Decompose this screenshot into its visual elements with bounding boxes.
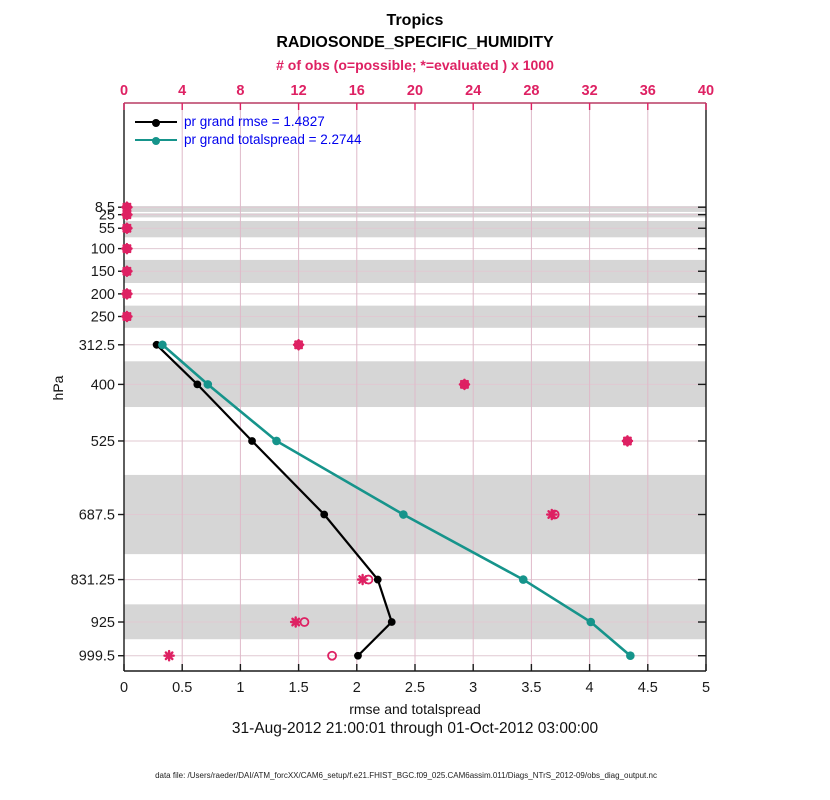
legend: pr grand rmse = 1.4827 pr grand totalspr… [135, 113, 362, 149]
svg-text:1: 1 [236, 680, 244, 696]
vertical-gridlines [181, 103, 649, 671]
svg-text:999.5: 999.5 [79, 649, 115, 665]
datafile-path: data file: /Users/raeder/DAI/ATM_forcXX/… [155, 771, 657, 780]
axis-tick-labels: 0 4 8 12 16 20 24 28 32 36 400 0.5 1 1.5 2 2.5 3 3.5 4 4.5 5… [71, 83, 714, 696]
top-axis-title: # of obs (o=possible; *=evaluated ) x 10… [276, 57, 554, 73]
legend-label-totalspread: pr grand totalspread = 2.2744 [184, 132, 362, 147]
svg-text:12: 12 [291, 83, 307, 99]
svg-text:687.5: 687.5 [79, 508, 115, 524]
svg-text:24: 24 [465, 83, 481, 99]
svg-text:2: 2 [353, 680, 361, 696]
svg-text:4.5: 4.5 [638, 680, 658, 696]
svg-text:0: 0 [120, 83, 128, 99]
x-axis-title: rmse and totalspread [349, 701, 481, 717]
svg-text:925: 925 [91, 615, 115, 631]
timespan-caption: 31-Aug-2012 21:00:01 through 01-Oct-2012… [231, 720, 599, 737]
svg-text:525: 525 [91, 434, 115, 450]
svg-text:20: 20 [407, 83, 423, 99]
svg-text:36: 36 [640, 83, 656, 99]
legend-item-rmse: pr grand rmse = 1.4827 [135, 113, 362, 131]
svg-text:831.25: 831.25 [71, 573, 115, 589]
svg-text:4: 4 [586, 680, 594, 696]
svg-text:3.5: 3.5 [521, 680, 541, 696]
svg-text:28: 28 [523, 83, 539, 99]
svg-text:16: 16 [349, 83, 365, 99]
legend-label-rmse: pr grand rmse = 1.4827 [184, 114, 325, 129]
svg-text:0: 0 [120, 680, 128, 696]
rmse-series [152, 340, 396, 660]
svg-text:40: 40 [698, 83, 714, 99]
svg-text:3: 3 [469, 680, 477, 696]
svg-text:55: 55 [99, 221, 115, 237]
chart-subtitle: RADIOSONDE_SPECIFIC_HUMIDITY [276, 34, 554, 51]
svg-text:2.5: 2.5 [405, 680, 425, 696]
chart-title: Tropics [386, 12, 444, 29]
svg-text:0.5: 0.5 [172, 680, 192, 696]
svg-text:200: 200 [91, 287, 115, 303]
svg-text:4: 4 [178, 83, 186, 99]
svg-text:8: 8 [236, 83, 244, 99]
svg-text:8.5: 8.5 [95, 200, 115, 216]
totalspread-series [158, 340, 635, 661]
y-axis-title: hPa [50, 375, 66, 401]
svg-text:150: 150 [91, 264, 115, 280]
svg-text:5: 5 [702, 680, 710, 696]
svg-text:32: 32 [582, 83, 598, 99]
totalspread-marker-icon [152, 137, 160, 145]
svg-text:100: 100 [91, 242, 115, 258]
totalspread-line-sample [135, 137, 177, 145]
svg-text:400: 400 [91, 377, 115, 393]
svg-text:1.5: 1.5 [289, 680, 309, 696]
rmse-marker-icon [152, 119, 160, 127]
rmse-line-sample [135, 119, 177, 127]
svg-text:250: 250 [91, 310, 115, 326]
svg-text:25: 25 [99, 208, 115, 224]
evaluated-obs-asterisks [121, 201, 634, 662]
legend-item-totalspread: pr grand totalspread = 2.2744 [135, 131, 362, 149]
svg-text:312.5: 312.5 [79, 338, 115, 354]
